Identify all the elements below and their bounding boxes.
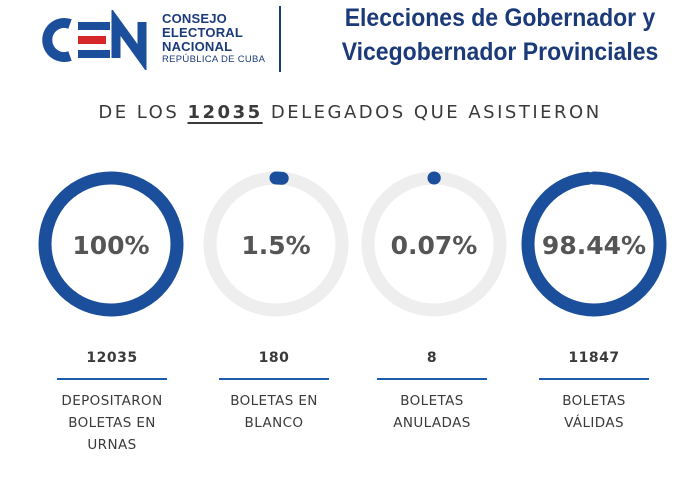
gauge-3: 0.07%	[361, 171, 507, 317]
stat-label-line: BOLETAS EN	[68, 415, 156, 431]
org-line: NACIONAL	[162, 39, 233, 54]
gauge-percent-label: 100%	[72, 231, 149, 260]
headline-suffix: DELEGADOS QUE ASISTIERON	[270, 102, 602, 123]
stat-label-line: URNAS	[87, 437, 137, 453]
stat-valid: 11847 BOLETAS VÁLIDAS	[529, 350, 659, 434]
stat-count: 12035	[86, 350, 138, 366]
gauge-value-arc	[38, 171, 184, 317]
headline-total: 12035	[187, 102, 263, 123]
gauge-value-arc	[521, 171, 667, 317]
stat-label-line: BLANCO	[244, 415, 304, 431]
gauge-1: 100%	[38, 171, 184, 317]
title-line-2: Vicegobernador Provinciales	[341, 38, 659, 66]
gauge-value-arc	[361, 171, 507, 317]
stat-count: 11847	[568, 350, 620, 366]
title-line-1: Elecciones de Gobernador y	[344, 4, 656, 32]
stat-label-line: BOLETAS	[400, 393, 464, 409]
stat-divider	[219, 378, 329, 380]
stat-label-line: DEPOSITARON	[61, 393, 163, 409]
stat-label: BOLETAS EN BLANCO	[209, 390, 339, 434]
gauge-percent-label: 98.44%	[542, 231, 646, 260]
org-line: CONSEJO	[162, 11, 227, 26]
stat-divider	[57, 378, 167, 380]
org-country: REPÚBLICA DE CUBA	[162, 54, 266, 65]
stat-label-line: VÁLIDAS	[564, 415, 624, 431]
header: CONSEJO ELECTORAL NACIONAL REPÚBLICA DE …	[0, 0, 700, 90]
headline-prefix: DE LOS	[98, 102, 180, 123]
stat-count: 8	[426, 350, 438, 366]
gauge-chart: 100% 1.5% 0.07% 98.44%	[38, 171, 667, 317]
gauge-4: 98.44%	[521, 171, 667, 317]
gauge-value-arc	[203, 171, 349, 317]
stat-blank: 180 BOLETAS EN BLANCO	[209, 350, 339, 434]
gauge-percent-label: 0.07%	[391, 231, 478, 260]
stat-label-line: ANULADAS	[393, 415, 471, 431]
org-line: ELECTORAL	[162, 25, 244, 40]
stat-divider	[377, 378, 487, 380]
organization-name: CONSEJO ELECTORAL NACIONAL REPÚBLICA DE …	[162, 12, 265, 66]
headline: DE LOS 12035 DELEGADOS QUE ASISTIERON	[0, 102, 700, 123]
gauge-percent-label: 1.5%	[241, 231, 310, 260]
stat-label-line: BOLETAS EN	[230, 393, 318, 409]
stat-label: BOLETAS ANULADAS	[367, 390, 497, 434]
header-divider	[279, 6, 281, 72]
cen-logo	[42, 10, 147, 70]
stat-count: 180	[258, 350, 290, 366]
gauge-2: 1.5%	[203, 171, 349, 317]
stat-label: BOLETAS VÁLIDAS	[529, 390, 659, 434]
stat-deposited: 12035 DEPOSITARON BOLETAS EN URNAS	[47, 350, 177, 456]
stat-label-line: BOLETAS	[562, 393, 626, 409]
stat-label: DEPOSITARON BOLETAS EN URNAS	[47, 390, 177, 456]
stat-annulled: 8 BOLETAS ANULADAS	[367, 350, 497, 434]
stat-divider	[539, 378, 649, 380]
